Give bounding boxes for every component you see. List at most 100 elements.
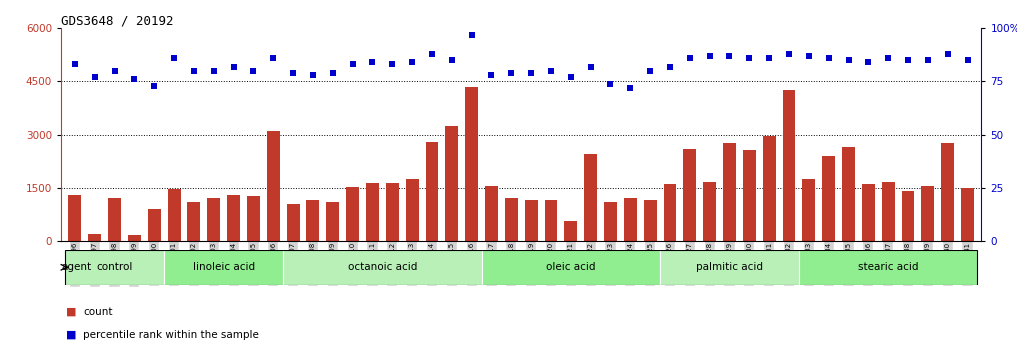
Bar (660, 250, 799, 285)
Point (959, 57, 975, 63)
Bar (942, 143, 954, 241)
Bar (346, 187, 359, 241)
Bar (644, 200, 657, 241)
Text: linoleic acid: linoleic acid (192, 262, 254, 272)
Bar (68, 195, 81, 241)
Bar (703, 182, 716, 241)
Bar (921, 186, 935, 241)
Point (642, 68, 658, 74)
Point (205, 68, 222, 74)
Point (543, 68, 559, 74)
Point (245, 68, 261, 74)
Point (681, 55, 698, 61)
Bar (287, 204, 300, 241)
Text: octanoic acid: octanoic acid (348, 262, 417, 272)
Point (464, 32, 480, 38)
Text: percentile rank within the sample: percentile rank within the sample (83, 330, 259, 339)
Text: GDS3648 / 20192: GDS3648 / 20192 (61, 14, 174, 27)
Bar (584, 154, 597, 241)
Bar (485, 186, 498, 241)
Point (622, 85, 639, 91)
Point (800, 53, 817, 59)
Point (67, 62, 83, 67)
Bar (425, 142, 438, 241)
Text: ■: ■ (66, 307, 76, 316)
Bar (901, 191, 914, 241)
Point (166, 55, 182, 61)
Bar (763, 136, 776, 241)
Bar (525, 200, 538, 241)
Bar (108, 198, 121, 241)
Bar (187, 202, 200, 241)
Bar (882, 182, 895, 241)
Point (424, 51, 440, 57)
Bar (65, 250, 164, 285)
Text: ■: ■ (66, 330, 76, 339)
Point (880, 55, 896, 61)
Bar (604, 202, 617, 241)
Point (523, 70, 539, 76)
Bar (88, 234, 101, 241)
Bar (326, 202, 340, 241)
Bar (128, 235, 141, 241)
Point (721, 53, 737, 59)
Point (265, 55, 282, 61)
Point (364, 59, 380, 65)
Bar (406, 179, 419, 241)
Text: agent: agent (61, 262, 92, 272)
Bar (723, 143, 736, 241)
Point (324, 70, 341, 76)
Text: count: count (83, 307, 113, 316)
Bar (544, 200, 557, 241)
Bar (683, 149, 697, 241)
Bar (782, 90, 795, 241)
Bar (227, 195, 240, 241)
Bar (504, 198, 518, 241)
Point (345, 62, 361, 67)
Bar (799, 250, 977, 285)
Bar (385, 183, 399, 241)
Point (305, 72, 321, 78)
Point (741, 55, 758, 61)
Point (821, 55, 837, 61)
Point (662, 64, 678, 69)
Bar (445, 126, 459, 241)
Point (583, 64, 599, 69)
Point (404, 59, 420, 65)
Point (443, 57, 460, 63)
Bar (207, 198, 221, 241)
Bar (742, 150, 756, 241)
Bar (366, 183, 379, 241)
Bar (961, 188, 974, 241)
Point (919, 57, 936, 63)
Point (503, 70, 520, 76)
Bar (822, 156, 835, 241)
Bar (168, 189, 181, 241)
Point (702, 53, 718, 59)
Bar (266, 131, 280, 241)
Text: palmitic acid: palmitic acid (696, 262, 763, 272)
Point (781, 51, 797, 57)
Point (761, 55, 777, 61)
Point (226, 64, 242, 69)
Bar (283, 250, 481, 285)
Point (146, 83, 163, 88)
Bar (306, 200, 319, 241)
Point (602, 81, 618, 86)
Point (285, 70, 301, 76)
Point (483, 72, 499, 78)
Point (186, 68, 202, 74)
Bar (481, 250, 660, 285)
Bar (663, 184, 676, 241)
Point (384, 62, 401, 67)
Point (107, 68, 123, 74)
Bar (802, 179, 816, 241)
Text: stearic acid: stearic acid (858, 262, 918, 272)
Bar (147, 209, 161, 241)
Bar (564, 221, 578, 241)
Point (126, 76, 142, 82)
Point (860, 59, 877, 65)
Point (86, 74, 103, 80)
Bar (842, 147, 855, 241)
Bar (465, 87, 478, 241)
